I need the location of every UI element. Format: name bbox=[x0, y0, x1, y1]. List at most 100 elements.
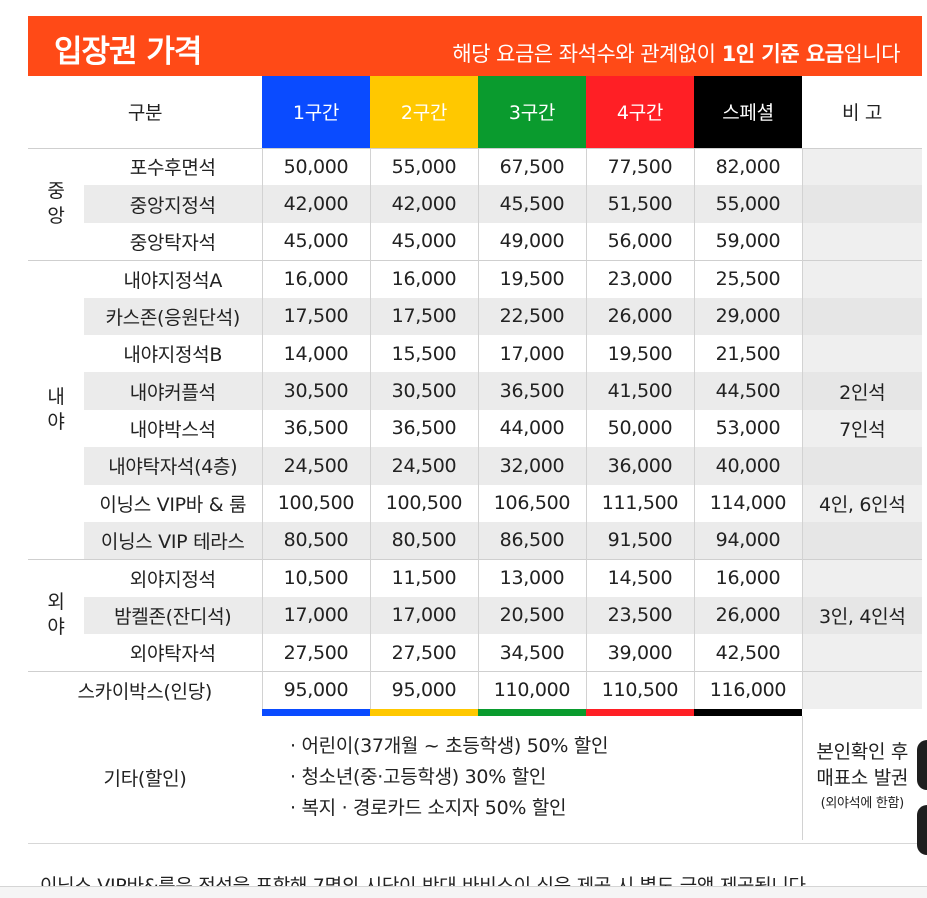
note-cell bbox=[801, 447, 922, 485]
price-cell: 27,500 bbox=[261, 634, 370, 672]
price-cell: 45,000 bbox=[261, 222, 370, 261]
price-cell: 95,000 bbox=[369, 670, 478, 709]
note-cell: 7인석 bbox=[801, 409, 922, 448]
table-row: 외야탁자석 27,500 27,500 34,500 39,000 42,500 bbox=[28, 634, 922, 672]
price-table: 구분 1구간 2구간 3구간 4구간 스페셜 비 고 중 앙 포수후면석 50,00… bbox=[28, 76, 922, 840]
discount-item: · 복지 · 경로카드 소지자 50% 할인 bbox=[290, 797, 567, 820]
price-cell: 17,000 bbox=[477, 334, 586, 373]
price-cell: 15,500 bbox=[369, 334, 478, 373]
price-cell: 20,500 bbox=[477, 596, 586, 635]
price-cell: 39,000 bbox=[585, 634, 694, 672]
seat-name: 내야커플석 bbox=[84, 372, 262, 410]
price-cell: 11,500 bbox=[369, 558, 478, 597]
header-zone-2: 2구간 bbox=[370, 76, 478, 148]
etc-note: 본인확인 후 매표소 발권 (외야석에 한함) bbox=[801, 715, 922, 840]
seat-name: 내야탁자석(4층) bbox=[84, 447, 262, 485]
price-table-body: 중 앙 포수후면석 50,000 55,000 67,500 77,500 82,000 중앙… bbox=[28, 147, 922, 672]
seat-name: 밤켈존(잔디석) bbox=[84, 596, 262, 635]
note-cell bbox=[801, 558, 922, 597]
price-cell: 80,500 bbox=[369, 521, 478, 560]
price-cell: 77,500 bbox=[585, 147, 694, 186]
etc-note-line: 매표소 발권 bbox=[816, 766, 909, 789]
seat-name: 내야박스석 bbox=[129, 418, 216, 441]
header-note: 비 고 bbox=[802, 76, 922, 148]
seat-name: 중앙지정석 bbox=[84, 185, 262, 223]
table-row: 내야탁자석(4층) 24,500 24,500 32,000 36,000 40,000 bbox=[28, 447, 922, 485]
table-row: 내 야 내야지정석A 16,000 16,000 19,500 23,000 25,500 bbox=[28, 259, 922, 560]
price-cell: 55,000 bbox=[693, 185, 802, 223]
price-cell: 17,000 bbox=[261, 596, 370, 635]
note-cell bbox=[801, 634, 922, 672]
table-row: 카스존(응원단석) 17,500 17,500 22,500 26,000 29,000 bbox=[28, 297, 922, 335]
note-cell bbox=[801, 670, 922, 709]
note-cell bbox=[801, 147, 922, 186]
floating-side-button[interactable] bbox=[917, 805, 927, 855]
discount-item: · 어린이(37개월 ~ 초등학생) 50% 할인 bbox=[290, 735, 609, 758]
header-zone-3: 3구간 bbox=[478, 76, 586, 148]
note-cell bbox=[801, 297, 922, 335]
price-cell: 45,000 bbox=[369, 222, 478, 261]
price-cell: 59,000 bbox=[693, 222, 802, 261]
note-cell bbox=[801, 222, 922, 261]
table-row: 중앙지정석 42,000 42,000 45,500 51,500 55,000 bbox=[28, 185, 922, 223]
price-cell: 36,500 bbox=[477, 372, 586, 410]
price-cell: 10,500 bbox=[261, 558, 370, 597]
seat-name: 이닝스 VIP바 & 룸 bbox=[99, 493, 247, 516]
price-cell: 17,000 bbox=[369, 596, 478, 635]
header-zone-special: 스페셜 bbox=[694, 76, 802, 148]
price-cell: 26,000 bbox=[585, 297, 694, 335]
banner-note-bold: 1인 기준 요금 bbox=[721, 42, 844, 66]
price-cell: 32,000 bbox=[477, 447, 586, 485]
footer-cut-text: 이닝스 VIP바&룸은 전석을 포함해 7명의 시단이 반대 바비스이 식음 제… bbox=[40, 876, 806, 886]
price-cell: 34,500 bbox=[477, 634, 586, 672]
price-cell: 24,500 bbox=[369, 447, 478, 485]
price-cell: 86,500 bbox=[477, 521, 586, 560]
price-cell: 114,000 bbox=[693, 484, 802, 522]
price-cell: 116,000 bbox=[693, 670, 802, 709]
page-bottom-edge bbox=[0, 886, 927, 898]
price-cell: 42,000 bbox=[369, 185, 478, 223]
seat-name: 중앙탁자석 bbox=[129, 231, 216, 254]
note-cell: 3인, 4인석 bbox=[801, 596, 922, 635]
price-cell: 14,500 bbox=[585, 558, 694, 597]
table-row: 내야박스석 36,500 36,500 44,000 50,000 53,000 7인석 bbox=[28, 409, 922, 448]
price-cell: 51,500 bbox=[585, 185, 694, 223]
price-cell: 19,500 bbox=[477, 259, 586, 298]
table-row: 밤켈존(잔디석) 17,000 17,000 20,500 23,500 26,000 3인… bbox=[28, 596, 922, 635]
zone-special-bar bbox=[694, 708, 802, 716]
floating-side-button[interactable] bbox=[917, 740, 927, 790]
price-cell: 13,000 bbox=[477, 558, 586, 597]
table-bottom-border bbox=[28, 843, 922, 844]
zone-color-bar bbox=[28, 708, 922, 716]
price-cell: 30,500 bbox=[261, 372, 370, 410]
section-label: 외 야 bbox=[28, 558, 84, 672]
price-cell: 50,000 bbox=[585, 409, 694, 448]
seat-name: 외야탁자석 bbox=[129, 643, 216, 666]
header-category: 구분 bbox=[28, 76, 262, 148]
price-cell: 95,000 bbox=[261, 670, 370, 709]
price-cell: 16,000 bbox=[261, 259, 370, 298]
zone-1-bar bbox=[262, 708, 370, 716]
price-cell: 29,000 bbox=[693, 297, 802, 335]
note-cell bbox=[801, 185, 922, 223]
banner-note: 해당 요금은 좌석수와 관계없이 1인 기준 요금입니다 bbox=[452, 38, 900, 68]
zone-2-bar bbox=[370, 708, 478, 716]
price-cell: 41,500 bbox=[585, 372, 694, 410]
seat-name: 외야지정석 bbox=[84, 558, 262, 597]
table-row: 중 앙 포수후면석 50,000 55,000 67,500 77,500 82,000 bbox=[28, 147, 922, 261]
price-cell: 24,500 bbox=[261, 447, 370, 485]
etc-note-line: 본인확인 후 bbox=[816, 740, 909, 763]
price-cell: 42,000 bbox=[261, 185, 370, 223]
table-row: 내야커플석 30,500 30,500 36,500 41,500 44,500 2인석 bbox=[28, 372, 922, 410]
discount-item: · 청소년(중·고등학생) 30% 할인 bbox=[290, 766, 547, 789]
price-cell: 26,000 bbox=[693, 596, 802, 635]
price-cell: 50,000 bbox=[261, 147, 370, 186]
table-row: 외 야 외야지정석 10,500 11,500 13,000 14,500 16,000 bbox=[28, 558, 922, 672]
etc-note-line: (외야석에 한함) bbox=[820, 795, 905, 811]
price-cell: 110,500 bbox=[585, 670, 694, 709]
note-cell bbox=[801, 521, 922, 560]
table-row: 내야지정석B 14,000 15,500 17,000 19,500 21,500 bbox=[28, 334, 922, 373]
banner-note-suffix: 입니다 bbox=[843, 42, 901, 66]
note-cell: 2인석 bbox=[801, 372, 922, 410]
price-cell: 44,500 bbox=[693, 372, 802, 410]
